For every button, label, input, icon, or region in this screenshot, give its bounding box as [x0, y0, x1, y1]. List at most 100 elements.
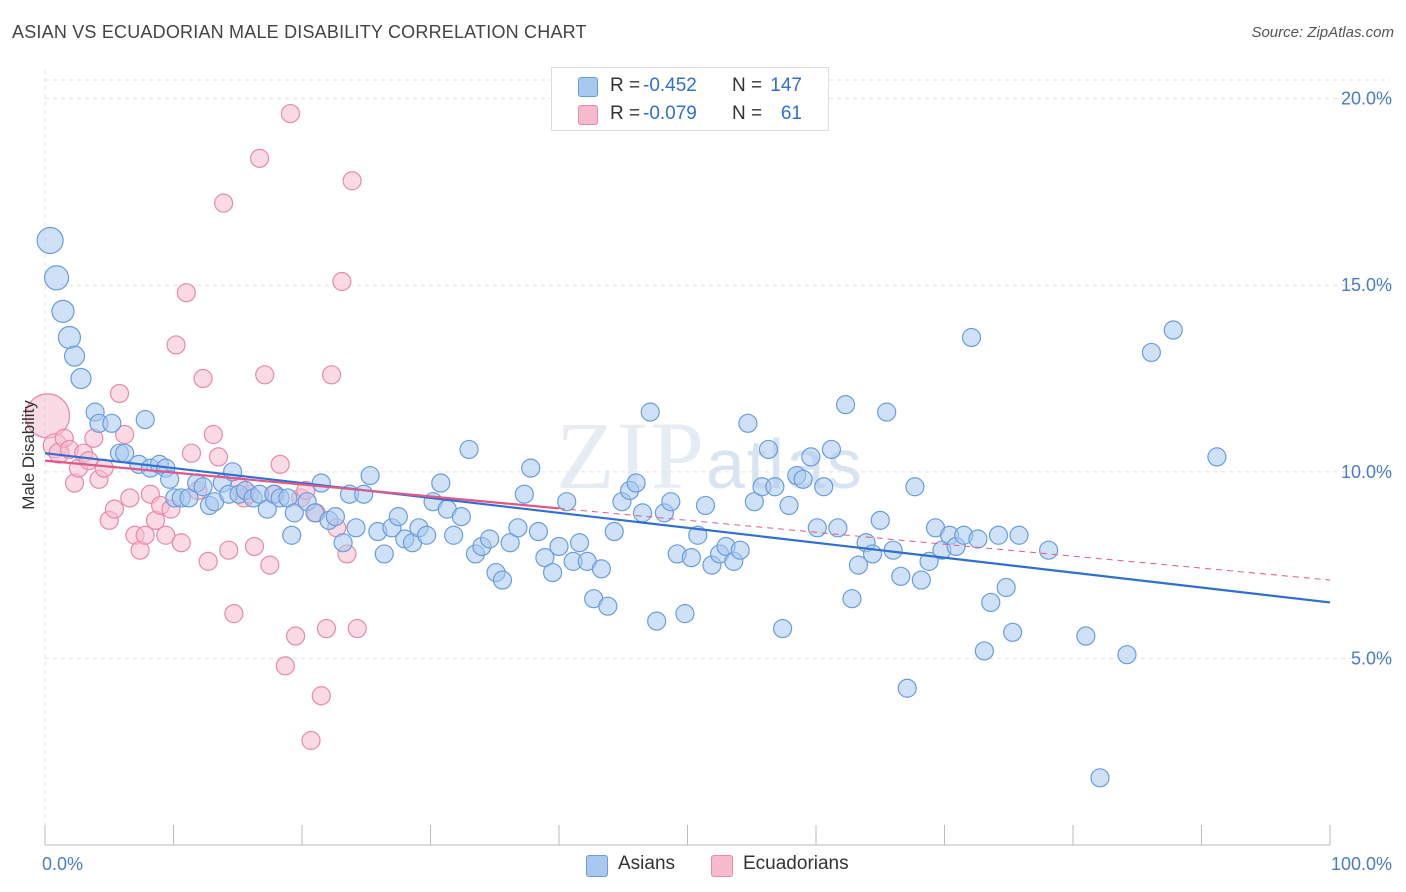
asians-trend-line [44, 452, 1331, 604]
asian-point [557, 492, 577, 512]
asian-point [905, 477, 925, 497]
asian-point [569, 533, 590, 553]
asian-point [842, 589, 862, 609]
y-tick-label: 5.0% [1351, 648, 1392, 668]
ecuadorian-point [156, 525, 176, 545]
asian-point [961, 327, 982, 348]
asian-point [765, 477, 785, 497]
asian-point [354, 484, 374, 504]
n-label: N = [732, 75, 763, 96]
ecuadorian-point [203, 424, 223, 445]
asian-point [647, 611, 667, 631]
asian-point [911, 570, 931, 590]
ecuadorian-point [255, 365, 275, 385]
asian-point [193, 477, 213, 497]
ecuadorian-point [285, 626, 306, 646]
asian-point [598, 596, 618, 616]
asian-point [814, 477, 834, 497]
asian-point [821, 439, 842, 460]
ecuadorian-point [135, 525, 155, 545]
asian-point [974, 641, 994, 661]
asian-point [835, 395, 856, 415]
asian-point [549, 536, 569, 557]
asian-point [360, 465, 380, 486]
y-tick-label: 15.0% [1341, 275, 1392, 295]
asian-point [779, 495, 799, 516]
asian-point [542, 562, 563, 583]
asian-point [695, 495, 716, 516]
asian-point [528, 521, 549, 542]
ecuadorian-point [198, 551, 218, 571]
asian-point [57, 325, 82, 350]
ecuadorian-point [342, 171, 362, 191]
asians-legend-swatch [586, 855, 608, 877]
asian-point [744, 492, 764, 512]
r-label: R = [610, 103, 641, 124]
asian-point [661, 492, 681, 512]
asian-point [284, 503, 304, 523]
legend-label: Asians [618, 853, 676, 874]
asian-point [604, 521, 624, 542]
asian-point [793, 469, 813, 489]
label-layer: 5.0% 10.0% 15.0% 20.0% 0.0% 100.0% Male Disabi… [19, 89, 1392, 874]
r-value: -0.452 [643, 75, 697, 96]
asian-point [311, 473, 331, 493]
asian-point [988, 525, 1009, 545]
ecuadorian-point [193, 368, 213, 389]
ecuadorian-point [219, 540, 239, 560]
ecuadorian-point [176, 283, 196, 303]
n-value: 61 [780, 103, 802, 124]
asian-point [675, 604, 695, 624]
asian-point [374, 544, 394, 564]
asian-point [500, 533, 520, 553]
chart-source: Source: ZipAtlas.com [1251, 24, 1394, 41]
ecuadorian-point [166, 335, 186, 355]
asian-point [807, 518, 827, 538]
asian-point [43, 265, 70, 291]
asian-point [1207, 447, 1227, 467]
asian-point [51, 299, 75, 323]
asian-point [492, 570, 513, 590]
ecuadorian-point [120, 488, 140, 508]
asian-point [1117, 645, 1137, 665]
y-tick-label: 10.0% [1341, 462, 1392, 482]
asian-point [535, 548, 555, 568]
ecuadorian-point [275, 656, 295, 676]
ecuadorian-point [208, 447, 229, 467]
ecuadorian-point [301, 730, 321, 751]
asian-point [891, 566, 911, 586]
asian-point [179, 488, 199, 508]
ecuadorians-trend-line [44, 459, 560, 510]
asian-point [63, 345, 86, 367]
ecuadorian-point [347, 618, 367, 639]
ecuadorian-point [316, 618, 337, 639]
asian-point [1038, 540, 1059, 560]
asian-point [870, 510, 890, 530]
asian-point [981, 592, 1001, 613]
chart-title: ASIAN VS ECUADORIAN MALE DISABILITY CORR… [12, 22, 587, 42]
asian-point [1076, 626, 1096, 646]
asian-point [514, 484, 534, 504]
asian-point [1163, 320, 1183, 340]
asian-point [640, 402, 660, 422]
asian-point [730, 540, 750, 560]
stats-box: R = -0.452 N = 147 R = -0.079 N = 61 [551, 67, 829, 131]
asian-point [591, 559, 612, 579]
legend-label: Ecuadorians [743, 853, 849, 874]
ecuadorians-points [24, 103, 367, 751]
asian-point [282, 525, 302, 545]
asian-point [333, 533, 353, 553]
ecuadorian-point [181, 443, 202, 463]
n-value: 147 [770, 75, 802, 96]
asians-points [36, 226, 1227, 788]
asian-point [36, 226, 64, 255]
y-tick-label: 20.0% [1341, 89, 1392, 109]
asian-point [877, 402, 897, 422]
asian-point [135, 409, 155, 430]
asian-point [996, 577, 1016, 598]
stats-row-ecuadorians: R = -0.079 N = 61 [552, 100, 828, 128]
asian-point [897, 678, 917, 698]
asian-point [801, 447, 821, 467]
ecuadorians-trend-extension [558, 507, 1331, 581]
